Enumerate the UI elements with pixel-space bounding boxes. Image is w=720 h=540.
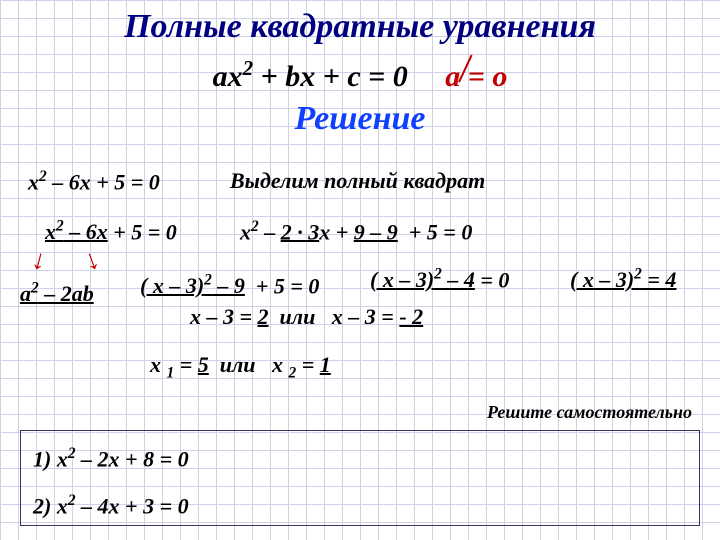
- exercise-label: Решите самостоятельно: [487, 402, 692, 423]
- general-formula: ax2 + bx + c = 0 a = o: [0, 56, 720, 94]
- equation-roots-split: x – 3 = 2 или x – 3 = - 2: [190, 304, 423, 330]
- equation-underlined: x2 – 6x + 5 = 0: [45, 218, 177, 245]
- formula-pattern: a2 – 2ab: [20, 280, 94, 307]
- equation-simplified: ( x – 3)2 – 4 = 0: [370, 266, 509, 293]
- arrow-down-icon: ↓: [80, 244, 104, 279]
- exercise-2: 2) x2 – 4x + 3 = 0: [33, 492, 687, 519]
- equation-isolated: ( x – 3)2 = 4: [570, 266, 676, 293]
- formula-condition: a = o: [445, 60, 507, 93]
- formula-equation: ax2 + bx + c = 0: [213, 60, 408, 93]
- step-label: Выделим полный квадрат: [230, 168, 485, 194]
- equation-original: x2 – 6x + 5 = 0: [28, 168, 160, 195]
- solution-title: Решение: [295, 100, 426, 138]
- equation-square-form: ( x – 3)2 – 9 + 5 = 0: [140, 272, 319, 299]
- exercise-box: 1) x2 – 2x + 8 = 0 2) x2 – 4x + 3 = 0: [20, 430, 700, 526]
- main-title: Полные квадратные уравнения: [124, 8, 596, 46]
- equation-answers: x 1 = 5 или x 2 = 1: [150, 352, 331, 382]
- arrow-down-icon: ↓: [28, 244, 50, 279]
- equation-expanded: x2 – 2 · 3x + 9 – 9 + 5 = 0: [240, 218, 472, 245]
- exercise-1: 1) x2 – 2x + 8 = 0: [33, 445, 687, 472]
